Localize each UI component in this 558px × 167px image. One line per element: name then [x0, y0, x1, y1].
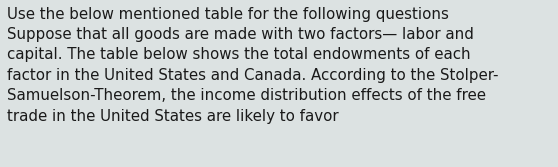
Text: Use the below mentioned table for the following questions
Suppose that all goods: Use the below mentioned table for the fo…: [7, 7, 499, 124]
